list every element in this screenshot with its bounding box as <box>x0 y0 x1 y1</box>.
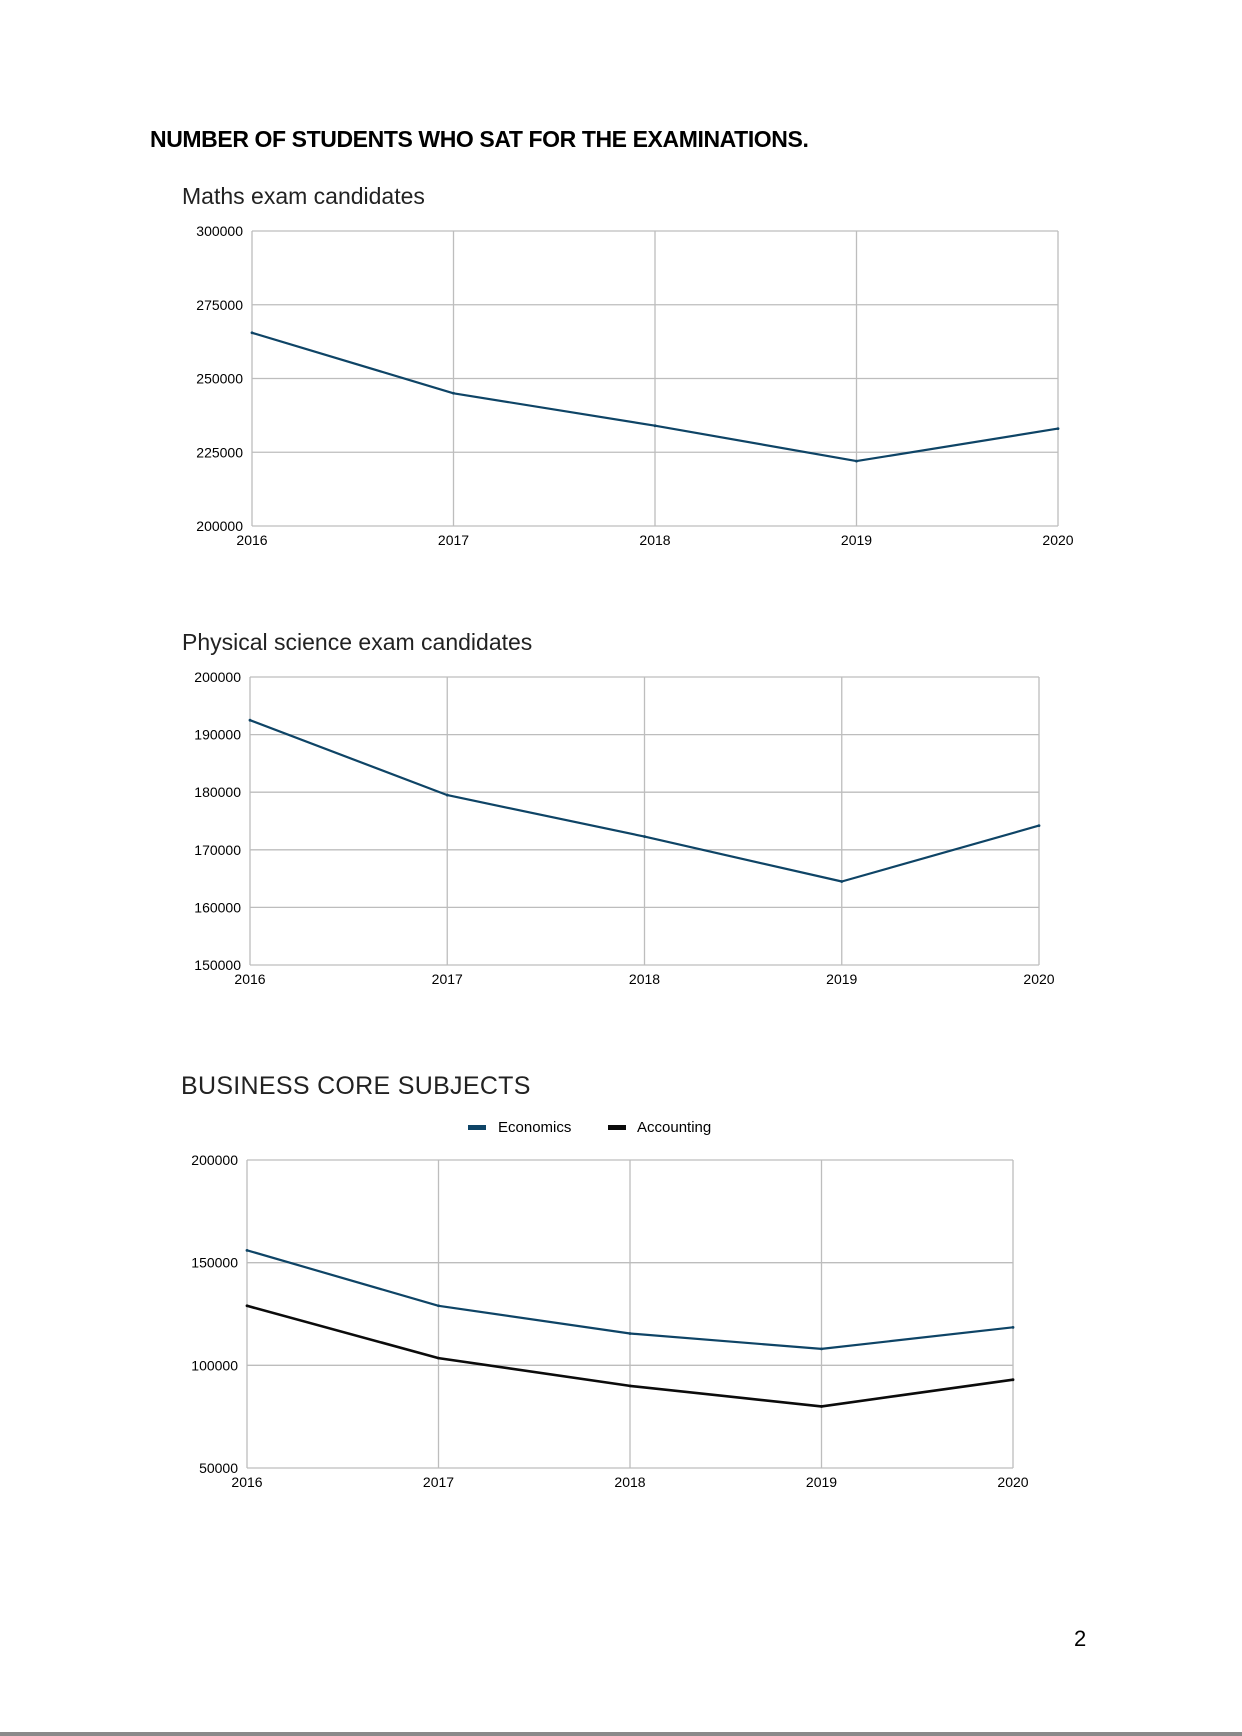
page-heading: NUMBER OF STUDENTS WHO SAT FOR THE EXAMI… <box>150 126 809 152</box>
data-point <box>452 391 455 395</box>
chart-title-maths: Maths exam candidates <box>182 183 425 209</box>
chart-title-business-core: BUSINESS CORE SUBJECTS <box>181 1072 531 1100</box>
data-point <box>437 1356 440 1360</box>
x-tick-label: 2016 <box>234 971 265 987</box>
y-tick-label: 100000 <box>191 1357 238 1373</box>
x-tick-label: 2019 <box>841 532 872 548</box>
x-tick-label: 2020 <box>997 1474 1028 1490</box>
y-tick-label: 200000 <box>191 1152 238 1168</box>
x-tick-label: 2019 <box>826 971 857 987</box>
data-point <box>248 718 252 722</box>
data-point <box>245 1248 249 1252</box>
data-point <box>628 1332 632 1335</box>
x-tick-label: 2016 <box>236 532 267 548</box>
y-tick-label: 170000 <box>194 842 241 858</box>
y-tick-label: 200000 <box>194 669 241 685</box>
data-point <box>628 1384 632 1388</box>
x-tick-label: 2018 <box>629 971 660 987</box>
bottom-rule <box>0 1732 1242 1736</box>
x-tick-label: 2019 <box>806 1474 837 1490</box>
data-point <box>1011 1325 1015 1329</box>
legend-swatch <box>608 1125 626 1130</box>
data-point <box>1037 824 1041 828</box>
y-tick-label: 160000 <box>194 899 241 915</box>
data-point <box>820 1405 823 1408</box>
y-tick-label: 200000 <box>196 518 243 534</box>
x-tick-label: 2017 <box>432 971 463 987</box>
y-tick-label: 50000 <box>199 1460 238 1476</box>
x-tick-label: 2020 <box>1023 971 1054 987</box>
x-tick-label: 2016 <box>231 1474 262 1490</box>
data-point <box>653 424 657 428</box>
y-tick-label: 225000 <box>196 444 243 460</box>
y-tick-label: 190000 <box>194 727 241 743</box>
data-point <box>1011 1378 1015 1382</box>
data-point <box>445 793 449 797</box>
chart-title-physical-science: Physical science exam candidates <box>182 629 533 655</box>
data-point <box>250 331 254 335</box>
data-point <box>820 1347 823 1351</box>
data-point <box>643 835 646 838</box>
data-point <box>840 880 844 883</box>
data-point <box>245 1304 249 1308</box>
legend-swatch <box>468 1125 486 1130</box>
data-point <box>855 459 858 463</box>
y-tick-label: 180000 <box>194 784 241 800</box>
y-tick-label: 250000 <box>196 371 243 387</box>
x-tick-label: 2017 <box>423 1474 454 1490</box>
x-tick-label: 2020 <box>1042 532 1073 548</box>
x-tick-label: 2017 <box>438 532 469 548</box>
legend-label: Economics <box>498 1119 571 1136</box>
y-tick-label: 150000 <box>191 1255 238 1271</box>
y-tick-label: 300000 <box>196 223 243 239</box>
x-tick-label: 2018 <box>614 1474 645 1490</box>
y-tick-label: 150000 <box>194 957 241 973</box>
legend-label: Accounting <box>637 1119 711 1136</box>
data-point <box>1056 427 1060 431</box>
chart-physical-science: 200000 190000 180000 170000 160000 1500002016… <box>194 669 1054 987</box>
data-point <box>437 1304 440 1308</box>
x-tick-label: 2018 <box>639 532 670 548</box>
page-number: 2 <box>1074 1626 1087 1651</box>
y-tick-label: 275000 <box>196 297 243 313</box>
